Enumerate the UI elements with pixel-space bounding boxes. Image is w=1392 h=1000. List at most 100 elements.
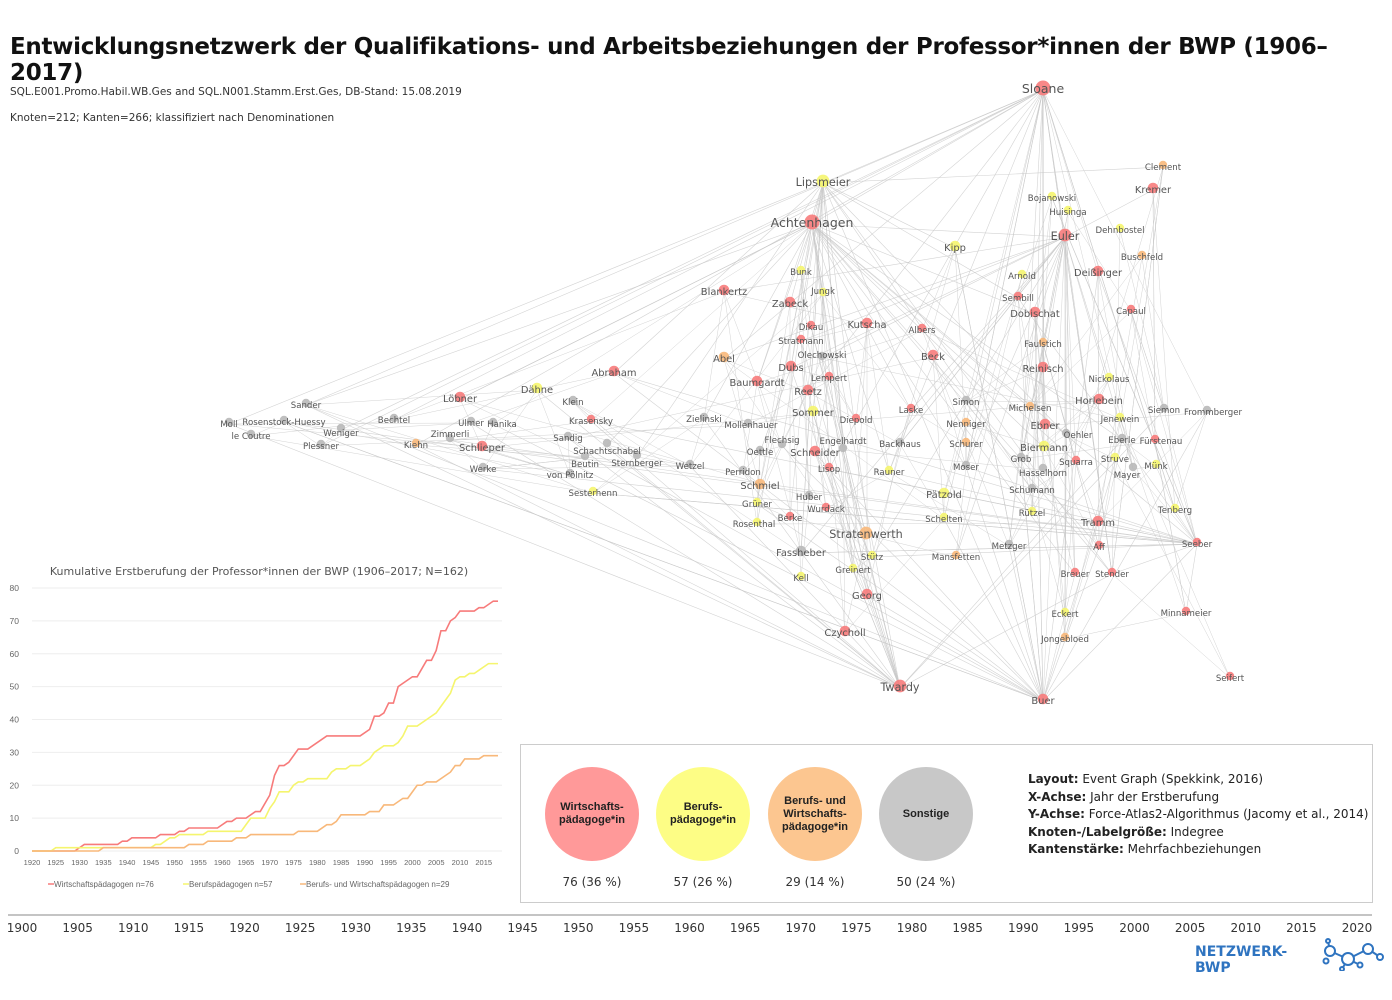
network-node bbox=[488, 417, 498, 427]
network-edge bbox=[449, 424, 749, 441]
node-label: Nickolaus bbox=[1088, 375, 1130, 385]
y-tick-label: 20 bbox=[10, 780, 20, 790]
network-edge bbox=[606, 444, 691, 467]
network-node bbox=[961, 395, 971, 405]
network-edge bbox=[822, 182, 1044, 702]
node-label: Eberle bbox=[1108, 436, 1135, 446]
network-edge bbox=[1042, 343, 1100, 548]
network-node bbox=[1202, 405, 1212, 415]
network-edge bbox=[1064, 236, 1076, 575]
network-edge bbox=[855, 324, 868, 421]
node-label: Dubs bbox=[778, 363, 803, 374]
network-edge bbox=[965, 343, 1044, 403]
network-edge bbox=[811, 223, 967, 468]
node-label: Beck bbox=[921, 352, 945, 363]
node-label: Rosenstock-Huessy bbox=[242, 418, 325, 428]
network-edge bbox=[866, 443, 901, 597]
node-label: Lempert bbox=[811, 374, 848, 384]
network-edge bbox=[965, 236, 1066, 468]
network-edge bbox=[305, 389, 538, 406]
network-edge bbox=[1064, 236, 1113, 575]
network-edge bbox=[852, 324, 868, 571]
node-label: Rosenthal bbox=[733, 520, 776, 530]
node-label: Hasselhorn bbox=[1019, 469, 1067, 479]
network-edge bbox=[821, 357, 1121, 420]
node-label: Dobischat bbox=[1010, 309, 1060, 320]
network-edge bbox=[1152, 189, 1176, 511]
network-edge bbox=[567, 437, 1044, 702]
network-edge bbox=[1008, 378, 1110, 547]
node-label: Stratmann bbox=[778, 337, 824, 347]
node-label: Seifert bbox=[1216, 674, 1245, 684]
network-node bbox=[476, 440, 488, 452]
node-label: Dähne bbox=[521, 385, 553, 396]
series-line bbox=[32, 600, 498, 852]
network-edge bbox=[789, 517, 867, 536]
network-edge bbox=[812, 412, 901, 689]
network-edge bbox=[759, 391, 809, 487]
network-edge bbox=[340, 89, 1044, 431]
network-edge bbox=[814, 452, 901, 689]
network-edge bbox=[828, 468, 867, 536]
network-edge bbox=[1065, 434, 1076, 575]
network-node bbox=[1027, 483, 1037, 493]
node-label: Schlieper bbox=[459, 443, 506, 454]
network-edge bbox=[567, 356, 934, 439]
network-edge bbox=[1097, 411, 1208, 524]
time-axis-tick-label: 1995 bbox=[1064, 921, 1095, 935]
network-edge bbox=[723, 358, 761, 487]
network-node bbox=[466, 416, 476, 426]
network-edge bbox=[932, 356, 1033, 514]
node-label: Grüner bbox=[742, 500, 772, 510]
node-label: Wurdack bbox=[807, 505, 844, 515]
network-edge bbox=[781, 445, 1044, 702]
node-label: Grob bbox=[1011, 455, 1032, 465]
network-edge bbox=[703, 291, 725, 420]
network-edge bbox=[1064, 522, 1099, 640]
node-label: Beutin bbox=[571, 460, 599, 470]
network-node bbox=[884, 465, 894, 475]
network-edge bbox=[1020, 458, 1044, 702]
network-edge bbox=[1034, 313, 1044, 702]
network-edge bbox=[613, 182, 824, 374]
network-edge bbox=[1042, 89, 1045, 449]
network-edge bbox=[250, 421, 285, 437]
network-edge bbox=[756, 445, 783, 505]
network-edge bbox=[822, 182, 1033, 491]
x-tick-label: 1960 bbox=[214, 858, 231, 867]
network-node bbox=[445, 433, 455, 443]
network-node bbox=[752, 517, 762, 527]
node-label: Kiehn bbox=[404, 441, 428, 451]
node-label: Metzger bbox=[992, 542, 1027, 552]
network-edge bbox=[1130, 310, 1198, 545]
node-label: Backhaus bbox=[879, 440, 921, 450]
node-label: Bunk bbox=[790, 268, 812, 278]
network-edge bbox=[590, 223, 813, 422]
cumulative-chart: Kumulative Erstberufung der Professor*in… bbox=[10, 565, 502, 889]
network-edge bbox=[828, 89, 1044, 470]
node-label: Kell bbox=[793, 574, 808, 584]
network-edge bbox=[822, 182, 956, 249]
network-edge bbox=[1130, 310, 1165, 411]
network-edge bbox=[965, 89, 1044, 468]
node-label: Euler bbox=[1051, 230, 1080, 243]
network-edge bbox=[723, 358, 827, 510]
network-edge bbox=[1042, 236, 1066, 370]
time-axis-tick-label: 1930 bbox=[340, 921, 371, 935]
network-node bbox=[478, 462, 488, 472]
network-node bbox=[1037, 693, 1049, 705]
network-edge bbox=[636, 456, 691, 467]
network-edge bbox=[1064, 612, 1187, 640]
network-node bbox=[796, 571, 806, 581]
network-node bbox=[563, 431, 573, 441]
network-edge bbox=[1064, 236, 1077, 463]
network-edge bbox=[1017, 297, 1045, 449]
network-node bbox=[893, 679, 907, 693]
network-edge bbox=[1111, 573, 1231, 679]
network-edge bbox=[723, 291, 868, 326]
x-tick-label: 1955 bbox=[190, 858, 207, 867]
network-node bbox=[632, 450, 642, 460]
network-node bbox=[785, 360, 797, 372]
network-node bbox=[802, 384, 814, 396]
time-axis-tick-label: 1905 bbox=[62, 921, 93, 935]
